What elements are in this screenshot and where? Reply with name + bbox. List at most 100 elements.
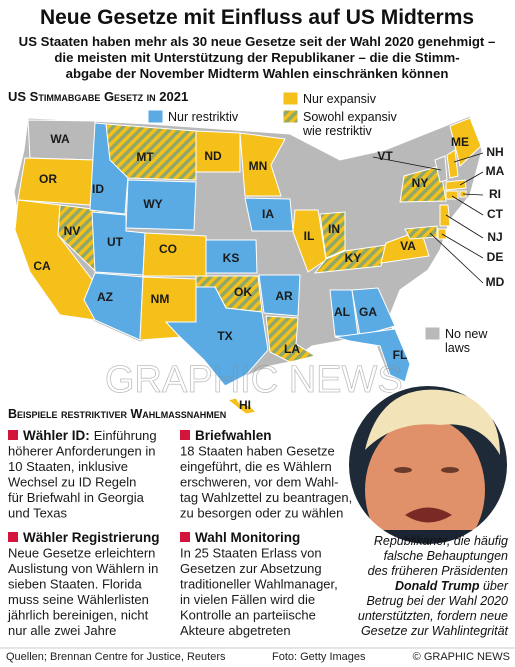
subtitle-line: abgabe der November Midterm Wahlen einsc… — [66, 66, 449, 81]
state-label: ND — [204, 149, 222, 163]
caption-line: Gesetze zur Wahlintegrität — [361, 624, 509, 638]
state — [351, 287, 396, 337]
state — [404, 225, 438, 240]
subtitle-line: US Staaten haben mehr als 30 neue Gesetz… — [19, 34, 496, 49]
example-line: sieben Staaten. Florida — [8, 577, 142, 592]
state — [319, 211, 346, 259]
leader-line — [445, 214, 484, 239]
caption-line: falsche Behauptungen — [384, 549, 508, 563]
state-label: CA — [33, 259, 51, 273]
legend-label: No new — [445, 327, 488, 341]
state — [83, 272, 144, 341]
state-label: OR — [39, 172, 57, 186]
example-line: Akteure abgetreten — [180, 623, 291, 638]
bullet — [8, 532, 18, 542]
state — [434, 155, 448, 183]
state — [105, 123, 197, 181]
example-title: Wahl Monitoring — [195, 530, 300, 545]
leader-line — [462, 193, 484, 196]
state-label: RI — [489, 187, 501, 201]
example-line: für Briefwahl in Georgia — [8, 490, 145, 505]
example-line: zu besorgen oder zu wählen — [180, 506, 343, 521]
legend-swatch — [147, 109, 164, 124]
state-label: IL — [304, 229, 315, 243]
example-line: Wechsel zu ID Regeln — [8, 475, 136, 490]
example-line: 18 Staaten haben Gesetze — [180, 444, 335, 459]
example-line: muss seine Wählerlisten — [8, 592, 149, 607]
example-line: und Texas — [8, 506, 68, 521]
leader-line — [429, 232, 484, 284]
state-label: UT — [107, 235, 124, 249]
bullet — [180, 430, 190, 440]
state-label: AZ — [97, 290, 113, 304]
example-line: Einführung — [94, 428, 157, 443]
state — [226, 397, 258, 415]
example-line: eingeführt, die es Wählern — [180, 459, 332, 474]
state — [195, 130, 241, 173]
bullet — [8, 430, 18, 440]
state-label: MA — [486, 164, 505, 178]
state-label: KY — [345, 251, 362, 265]
state-label: LA — [284, 342, 300, 356]
state-label: VT — [377, 149, 393, 163]
example-line: erschweren, vor dem Wahl- — [180, 475, 338, 490]
state-label: FL — [393, 348, 408, 362]
state-label: NY — [412, 176, 429, 190]
title: Neue Gesetze mit Einfluss auf US Midterm… — [40, 6, 474, 29]
copyright: © GRAPHIC NEWS — [413, 651, 510, 663]
state-label: MD — [486, 275, 505, 289]
state-label: OK — [234, 285, 252, 299]
example-title: Wähler ID: — [23, 428, 90, 443]
map: WA OR CA NV ID MT WY UT CO AZ NM ND KS OK TX MN IA AR LA IL… — [14, 117, 505, 415]
state-label: KS — [223, 251, 240, 265]
leader-line — [451, 195, 484, 216]
caption-line: Donald Trump über — [395, 579, 509, 593]
state — [205, 239, 258, 274]
legend-label: Nur expansiv — [303, 92, 377, 106]
caption-line: unterstützten, fordern neue — [358, 609, 508, 623]
state — [334, 328, 411, 383]
photo-credit: Foto: Getty Images — [272, 651, 366, 663]
example-line: traditioneller Wahlmanager, — [180, 577, 338, 592]
caption-name: Donald Trump — [395, 579, 480, 593]
example-line: jährlich bereinigen, nicht — [7, 608, 149, 623]
state-label: IN — [328, 222, 340, 236]
leader-line — [441, 233, 484, 259]
state — [258, 274, 301, 317]
example-line: Auslistung von Wählern in — [8, 561, 158, 576]
state-label: IA — [262, 207, 274, 221]
state-label: WA — [50, 132, 70, 146]
example-line: höherer Anforderungen in — [8, 444, 155, 459]
state-label: HI — [239, 398, 251, 412]
state — [439, 204, 451, 227]
state-label: ME — [451, 135, 469, 149]
state-label: ID — [92, 182, 104, 196]
state-label: CT — [487, 207, 504, 221]
state-label: GA — [359, 305, 377, 319]
state — [265, 315, 317, 363]
example-line: 10 Staaten, inklusive — [8, 459, 128, 474]
photo-frame — [347, 384, 509, 546]
state-label: NJ — [487, 230, 502, 244]
state-label: WY — [143, 197, 162, 211]
state-label: NH — [486, 145, 503, 159]
state — [446, 149, 459, 179]
example-title: Briefwahlen — [195, 428, 272, 443]
caption-line: Betrug bei der Wahl 2020 — [366, 594, 508, 608]
example-line: Kontrolle an parteiische — [180, 608, 316, 623]
state-label: TX — [217, 329, 232, 343]
state — [292, 209, 327, 273]
state — [239, 132, 286, 197]
example-line: Neue Gesetze erleichtern — [8, 546, 155, 561]
bullet — [180, 532, 190, 542]
state — [399, 165, 447, 203]
legend: Nur expansiv Nur restriktiv Sowohl expansi… — [147, 91, 488, 355]
example-line: Gesetzen zur Absetzung — [180, 561, 322, 576]
subtitle: US Staaten haben mehr als 30 neue Gesetz… — [19, 34, 496, 81]
subtitle-line: die meisten mit Unterstützung der Republ… — [54, 50, 459, 65]
example-line: tag Wahlzettel zu beantragen, — [180, 490, 352, 505]
legend-label: laws — [445, 341, 470, 355]
leader-line — [453, 152, 484, 163]
